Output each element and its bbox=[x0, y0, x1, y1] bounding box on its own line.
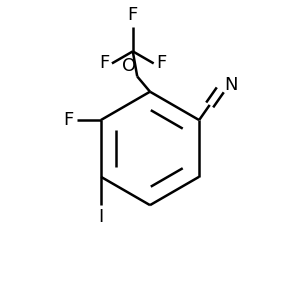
Text: F: F bbox=[157, 54, 167, 72]
Text: F: F bbox=[128, 6, 138, 24]
Text: N: N bbox=[224, 76, 237, 94]
Text: F: F bbox=[99, 54, 109, 72]
Text: F: F bbox=[64, 111, 74, 129]
Text: I: I bbox=[98, 208, 104, 226]
Text: O: O bbox=[122, 57, 136, 75]
